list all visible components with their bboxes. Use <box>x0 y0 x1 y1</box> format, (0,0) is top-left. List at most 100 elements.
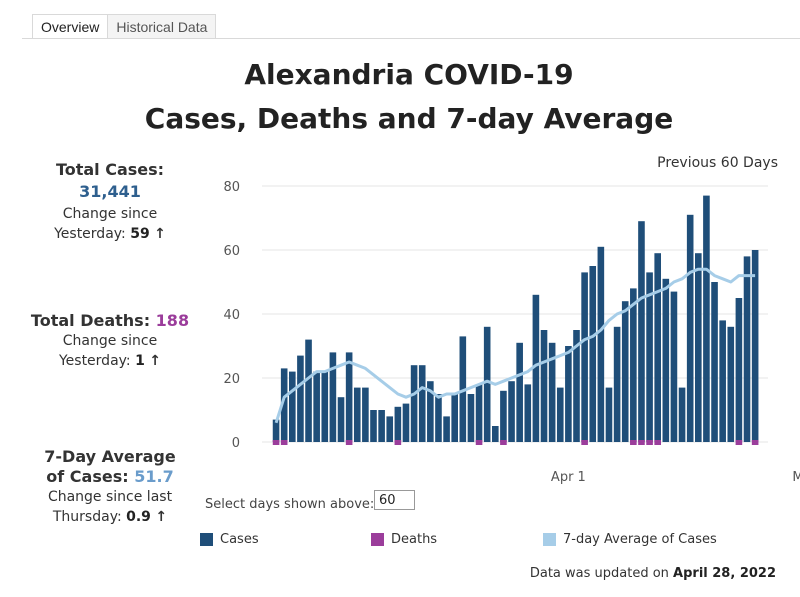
case-bar <box>597 246 605 442</box>
case-bar <box>329 352 337 442</box>
death-bar <box>646 440 653 445</box>
legend-7day-average[interactable]: 7-day Average of Cases <box>543 532 717 547</box>
case-bar <box>630 288 637 442</box>
case-bar <box>475 384 483 442</box>
case-bar <box>621 301 629 442</box>
case-bar <box>297 355 304 442</box>
legend-deaths[interactable]: Deaths <box>371 532 437 547</box>
case-bar <box>378 410 385 442</box>
total-deaths-value: 188 <box>155 311 190 330</box>
total-cases-card: Total Cases: 31,441 Change since Yesterd… <box>20 160 200 244</box>
case-bar <box>703 195 710 442</box>
case-bar <box>532 294 540 442</box>
case-bar <box>337 397 345 442</box>
death-bar <box>735 440 743 445</box>
total-deaths-label: Total Deaths: <box>30 311 156 330</box>
case-bar <box>686 214 694 442</box>
death-bar <box>394 440 402 445</box>
legend-7day-label: 7-day Average of Cases <box>563 532 717 547</box>
legend-cases[interactable]: Cases <box>200 532 259 547</box>
total-deaths-change: Yesterday: 1 ↑ <box>20 351 200 371</box>
case-bar <box>313 371 320 442</box>
case-bar <box>711 282 718 442</box>
y-tick-label: 60 <box>223 244 240 259</box>
case-bar <box>654 253 661 442</box>
case-bar <box>289 371 296 442</box>
case-bar <box>695 253 702 442</box>
case-bar <box>353 387 361 442</box>
death-bar <box>751 440 759 445</box>
total-cases-change-value: 59 <box>130 226 150 242</box>
seven-day-label-line-2: of Cases: <box>46 467 135 486</box>
case-bar <box>418 365 426 442</box>
case-bar <box>548 342 556 442</box>
updated-note: Data was updated on April 28, 2022 <box>530 566 776 581</box>
total-cases-value: 31,441 <box>79 182 141 201</box>
case-bar <box>556 387 564 442</box>
case-bar <box>670 291 678 442</box>
days-selector-label: Select days shown above: <box>205 497 375 512</box>
case-bar <box>524 384 532 442</box>
case-bar <box>386 416 394 442</box>
case-bar <box>272 419 280 442</box>
legend-cases-label: Cases <box>220 532 259 547</box>
case-bar <box>402 403 410 442</box>
death-bar <box>475 440 483 445</box>
case-bar <box>589 266 597 442</box>
case-bar <box>638 221 645 442</box>
case-bar <box>605 387 613 442</box>
total-deaths-card: Total Deaths: 188 Change since Yesterday… <box>20 311 200 371</box>
case-bar <box>443 416 450 442</box>
arrow-up-icon: ↑ <box>154 226 166 242</box>
seven-day-heading: of Cases: 51.7 <box>20 467 200 487</box>
seven-day-label-line-1: 7-Day Average <box>44 447 176 466</box>
case-bar <box>727 326 735 442</box>
seven-day-change-label: Change since last <box>47 489 173 505</box>
seven-day-change: Thursday: 0.9 ↑ <box>20 507 200 527</box>
death-bar <box>654 440 661 445</box>
case-bar <box>735 298 743 442</box>
case-bar <box>719 320 726 442</box>
y-tick-label: 80 <box>223 180 240 195</box>
legend-deaths-label: Deaths <box>391 532 438 547</box>
case-bar <box>467 394 475 442</box>
y-tick-label: 0 <box>232 436 240 451</box>
days-selector-input[interactable]: 60 <box>374 490 415 510</box>
case-bar <box>581 272 588 442</box>
seven-day-average-line <box>274 267 756 424</box>
case-bar <box>573 330 580 442</box>
case-bar <box>508 381 515 442</box>
case-bar <box>565 346 572 442</box>
case-bar <box>743 256 751 442</box>
case-bar <box>613 326 621 442</box>
case-bar <box>280 368 288 442</box>
legend-7day-swatch <box>543 533 556 546</box>
case-bar <box>435 394 442 442</box>
x-tick-label: Apr 1 <box>551 470 586 485</box>
total-deaths-change-value: 1 <box>135 353 145 369</box>
legend-cases-swatch <box>200 533 213 546</box>
legend-deaths-swatch <box>371 533 384 546</box>
seven-day-change-value: 0.9 <box>126 509 151 525</box>
total-deaths-change-label: Change since <box>62 333 158 349</box>
total-cases-change: Yesterday: 59 ↑ <box>20 224 200 244</box>
case-bar <box>345 352 353 442</box>
death-bar <box>272 440 280 445</box>
updated-date: April 28, 2022 <box>673 566 776 581</box>
page-title-line-1: Alexandria COVID-19 <box>244 58 574 91</box>
case-bar <box>427 381 434 442</box>
case-bar <box>516 342 523 442</box>
death-bar <box>500 440 507 445</box>
arrow-up-icon: ↑ <box>155 509 168 525</box>
x-tick-label: May 1 <box>792 470 800 485</box>
page-title-line-2: Cases, Deaths and 7-day Average <box>144 102 674 135</box>
case-bar <box>751 250 759 442</box>
case-bar <box>451 394 458 442</box>
case-bar <box>500 390 507 442</box>
total-cases-change-label: Change since <box>62 206 158 222</box>
tab-overview[interactable]: Overview <box>32 14 109 39</box>
seven-day-change-prefix: Thursday: <box>52 509 127 525</box>
case-bar <box>321 371 329 442</box>
y-tick-label: 40 <box>223 308 240 323</box>
